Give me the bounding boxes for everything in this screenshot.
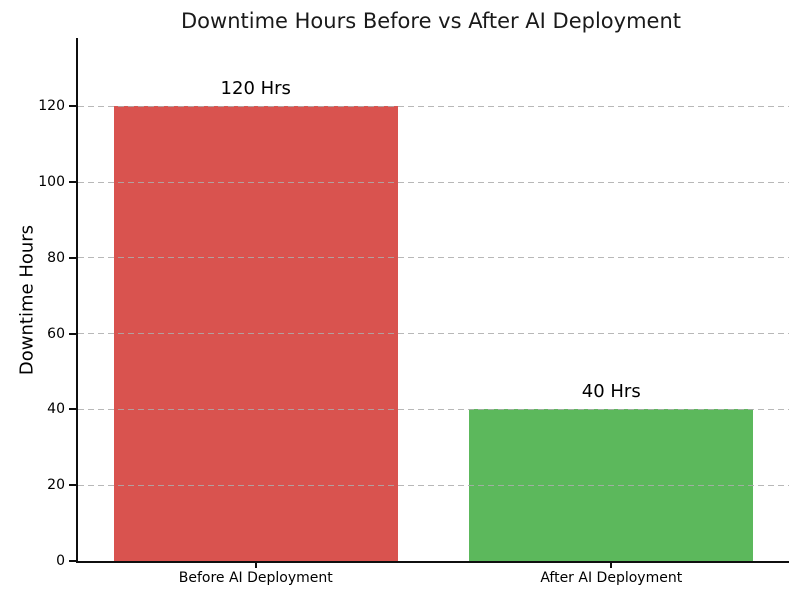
x-tick-mark-1 xyxy=(610,563,613,568)
y-tick-mark-120 xyxy=(69,105,76,108)
bar-value-label-0: 120 Hrs xyxy=(220,78,291,100)
y-tick-label-40: 40 xyxy=(47,401,65,418)
y-tick-label-80: 80 xyxy=(47,249,65,266)
plot-area: 120 Hrs 40 Hrs 0 20 40 60 80 100 120 Before AI D… xyxy=(38,38,789,586)
y-tick-mark-60 xyxy=(69,332,76,335)
y-tick-label-20: 20 xyxy=(47,477,65,494)
y-axis-label: Downtime Hours xyxy=(16,224,38,376)
y-tick-label-0: 0 xyxy=(56,553,65,569)
y-tick-label-100: 100 xyxy=(38,174,65,191)
y-tick-mark-20 xyxy=(69,484,76,487)
x-tick-label-0: Before AI Deployment xyxy=(178,570,333,586)
y-tick-label-60: 60 xyxy=(47,325,65,342)
y-tick-mark-80 xyxy=(69,256,76,259)
chart-title: Downtime Hours Before vs After AI Deploy… xyxy=(181,9,681,33)
y-tick-mark-40 xyxy=(69,408,76,411)
labels-layer: 120 Hrs 40 Hrs xyxy=(78,38,789,561)
x-tick-mark-0 xyxy=(254,563,257,568)
y-tick-mark-100 xyxy=(69,181,76,184)
bar-value-label-1: 40 Hrs xyxy=(581,381,641,403)
y-tick-label-120: 120 xyxy=(38,98,65,115)
x-tick-label-1: After AI Deployment xyxy=(540,570,683,586)
y-tick-mark-0 xyxy=(69,560,76,562)
ticks-layer: 0 20 40 60 80 100 120 Before AI Deployment After… xyxy=(38,38,789,586)
